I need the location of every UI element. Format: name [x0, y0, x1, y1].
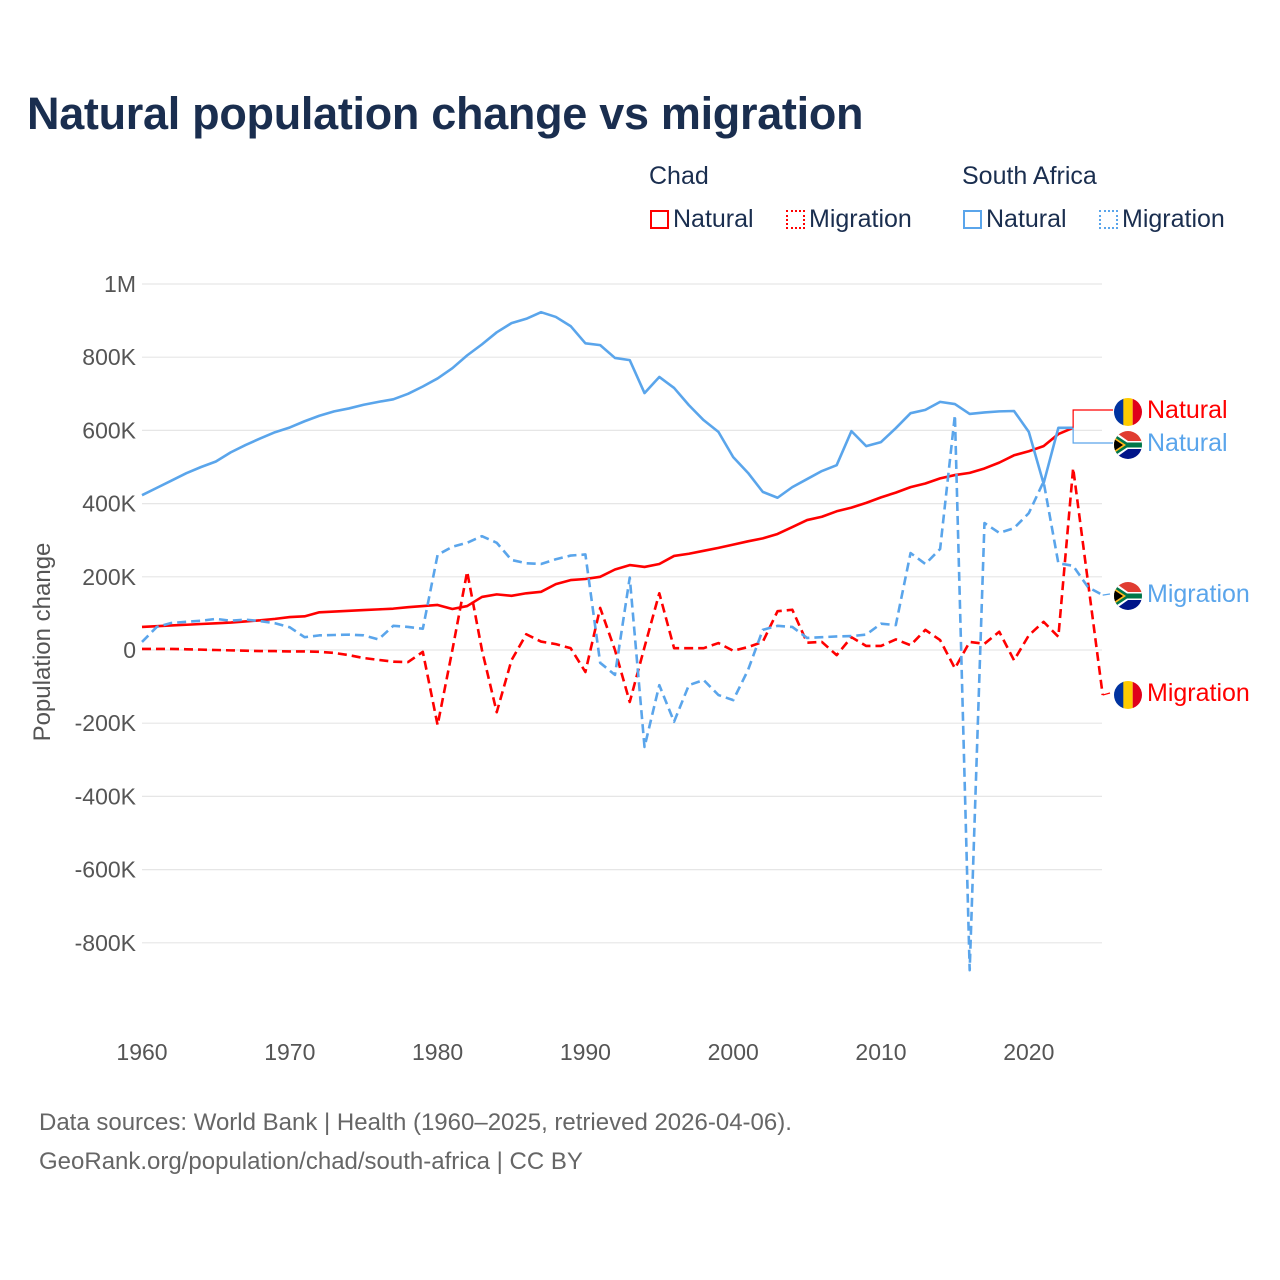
chad-flag-icon [1114, 398, 1143, 426]
x-tick-label: 2020 [1003, 1039, 1054, 1065]
legend-swatch-dotted-icon [1099, 210, 1118, 229]
footer-attribution[interactable]: GeoRank.org/population/chad/south-africa… [39, 1148, 583, 1175]
legend-swatch-dotted-icon [786, 210, 805, 229]
y-tick-label: -400K [75, 783, 137, 809]
legend-label: Migration [1122, 205, 1225, 233]
legend-group-chad: Chad [649, 162, 709, 190]
legend-item-chad-natural[interactable]: Natural [650, 205, 754, 234]
legend-swatch-solid-icon [650, 210, 669, 229]
x-tick-label: 1960 [116, 1039, 167, 1065]
series-line-chad-natural[interactable] [141, 426, 1074, 629]
series-end-label: Migration [1147, 679, 1250, 707]
legend-group-south-africa: South Africa [962, 162, 1097, 190]
y-tick-label: -600K [75, 857, 137, 883]
series-line-chad-migration[interactable] [142, 466, 1104, 727]
end-label-connector [1072, 427, 1113, 444]
end-label-connector [1102, 692, 1111, 696]
chad-flag-icon [1114, 681, 1143, 709]
x-tick-label: 1970 [264, 1039, 315, 1065]
chart-title: Natural population change vs migration [27, 88, 864, 139]
y-axis-label: Population change [29, 543, 56, 742]
y-tick-label: 800K [82, 344, 136, 370]
south-africa-flag-icon [1114, 431, 1142, 459]
end-label-connector [1102, 593, 1111, 596]
x-tick-label: 1980 [412, 1039, 463, 1065]
y-tick-label: 600K [82, 417, 136, 443]
y-tick-label: -200K [75, 710, 137, 736]
series-end-label: Natural [1147, 396, 1228, 424]
legend-item-chad-migration[interactable]: Migration [786, 205, 912, 234]
y-tick-label: 400K [82, 491, 136, 517]
legend-item-south-africa-natural[interactable]: Natural [963, 205, 1067, 234]
legend-item-south-africa-migration[interactable]: Migration [1099, 205, 1225, 234]
y-tick-label: 0 [123, 637, 136, 663]
end-label-connector [1072, 409, 1113, 428]
legend-label: Natural [673, 205, 754, 233]
legend-label: Natural [986, 205, 1067, 233]
series-end-label: Natural [1147, 429, 1228, 457]
legend-swatch-solid-icon [963, 210, 982, 229]
y-tick-label: 200K [82, 564, 136, 590]
series-line-south-africa-migration[interactable] [141, 413, 1104, 972]
footer-sources: Data sources: World Bank | Health (1960–… [39, 1109, 792, 1136]
legend-label: Migration [809, 205, 912, 233]
x-tick-label: 2010 [855, 1039, 906, 1065]
series-line-south-africa-natural[interactable] [141, 310, 1074, 500]
x-tick-label: 2000 [708, 1039, 759, 1065]
series-end-label: Migration [1147, 580, 1250, 608]
x-tick-label: 1990 [560, 1039, 611, 1065]
y-tick-label: -800K [75, 930, 137, 956]
south-africa-flag-icon [1114, 582, 1142, 610]
y-tick-label: 1M [104, 271, 136, 297]
